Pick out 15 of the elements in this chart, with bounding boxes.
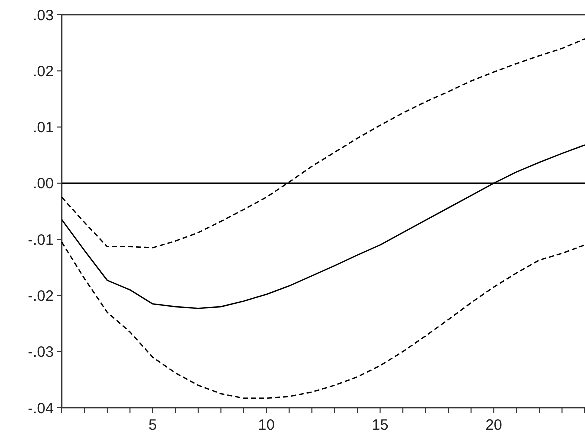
x-tick-label: 15 <box>372 417 389 434</box>
y-tick-label: .00 <box>33 176 54 193</box>
x-tick-label: 10 <box>258 417 275 434</box>
y-tick-label: .01 <box>33 120 54 137</box>
x-tick-label: 5 <box>148 417 158 434</box>
line-series <box>61 38 585 249</box>
y-tick-label: .02 <box>33 63 54 80</box>
line-series <box>61 242 585 400</box>
y-tick-label: -.03 <box>28 344 54 362</box>
y-tick-label: -.04 <box>28 400 54 418</box>
line-series <box>61 144 585 310</box>
y-tick-label: .03 <box>33 7 54 24</box>
y-tick-label: -.01 <box>28 232 54 249</box>
x-tick-label: 20 <box>486 417 502 434</box>
y-tick-label: -.02 <box>28 288 54 305</box>
